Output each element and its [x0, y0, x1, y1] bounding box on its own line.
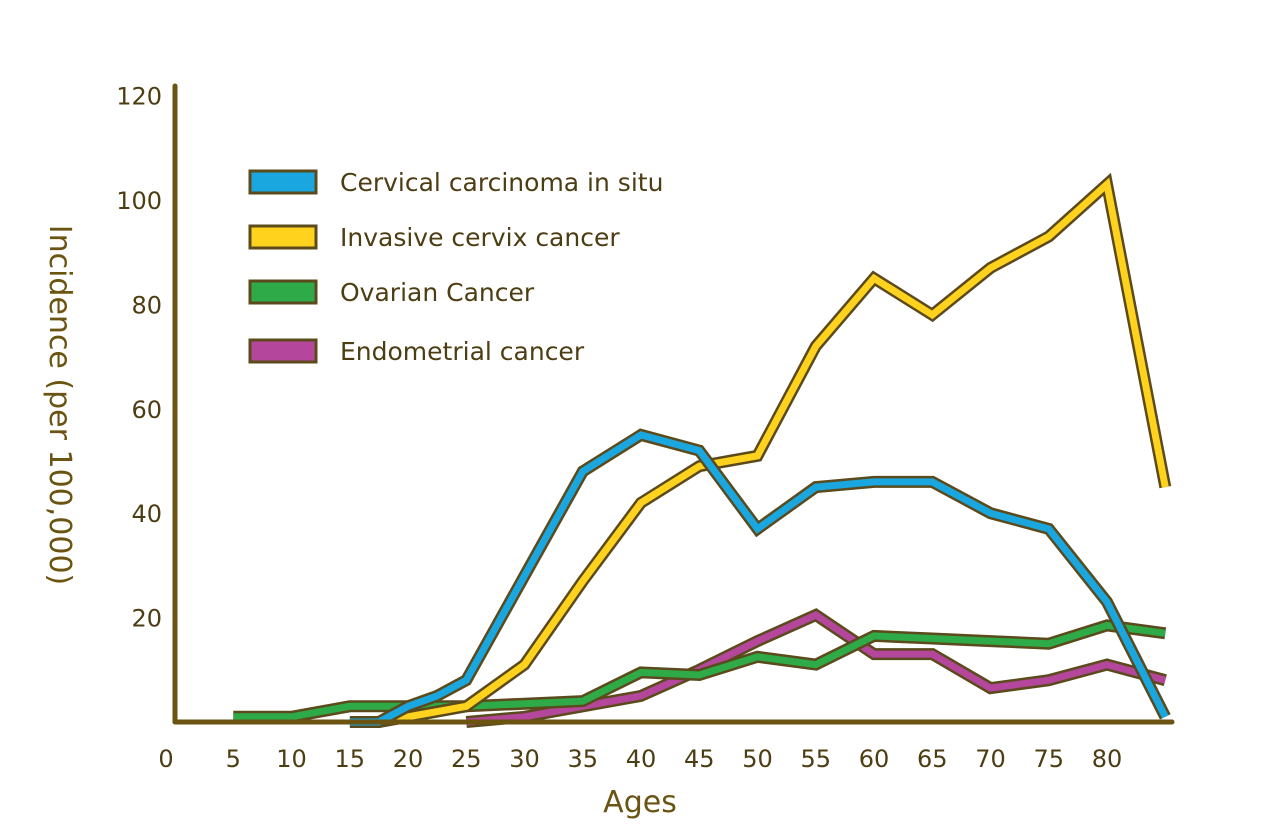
y-tick-label: 20	[131, 605, 162, 633]
y-tick-labels: 20 40 60 80 100 120	[116, 83, 162, 633]
legend-swatch	[248, 224, 318, 250]
x-tick-label: 20	[393, 745, 424, 773]
series-line	[378, 177, 1169, 726]
x-tick-label: 50	[742, 745, 773, 773]
x-tick-label: 0	[158, 745, 173, 773]
y-axis-title: Incidence (per 100,000)	[42, 225, 77, 586]
legend-label: Cervical carcinoma in situ	[340, 168, 663, 197]
x-tick-label: 65	[917, 745, 948, 773]
x-tick-label: 5	[226, 745, 241, 773]
series-layer	[233, 172, 1172, 728]
x-tick-label: 60	[859, 745, 890, 773]
legend-swatch	[248, 279, 318, 305]
legend: Cervical carcinoma in situ Invasive cervi…	[248, 168, 663, 366]
y-tick-label: 40	[131, 500, 162, 528]
y-tick-label: 60	[131, 396, 162, 424]
legend-swatch	[248, 338, 318, 364]
y-tick-label: 80	[131, 291, 162, 319]
x-tick-label: 15	[334, 745, 365, 773]
legend-label: Invasive cervix cancer	[340, 223, 620, 252]
x-tick-label: 40	[626, 745, 657, 773]
x-tick-label: 55	[800, 745, 831, 773]
y-tick-label: 100	[116, 187, 162, 215]
x-tick-label: 45	[684, 745, 715, 773]
legend-swatch	[248, 169, 318, 195]
legend-label: Endometrial cancer	[340, 337, 585, 366]
x-tick-label: 10	[276, 745, 307, 773]
x-tick-label: 75	[1033, 745, 1064, 773]
series-line	[349, 431, 1169, 726]
x-tick-label: 30	[509, 745, 540, 773]
x-tick-label: 25	[451, 745, 482, 773]
x-tick-label: 70	[975, 745, 1006, 773]
x-tick-labels: 0 5 10 15 20 25 30 35 40 45 50 55 60 65 70 75 80	[158, 745, 1122, 773]
x-axis-title: Ages	[603, 785, 677, 820]
x-tick-label: 80	[1092, 745, 1123, 773]
series-line	[233, 621, 1166, 721]
legend-label: Ovarian Cancer	[340, 278, 535, 307]
x-tick-label: 35	[567, 745, 598, 773]
y-tick-label: 120	[116, 83, 162, 111]
